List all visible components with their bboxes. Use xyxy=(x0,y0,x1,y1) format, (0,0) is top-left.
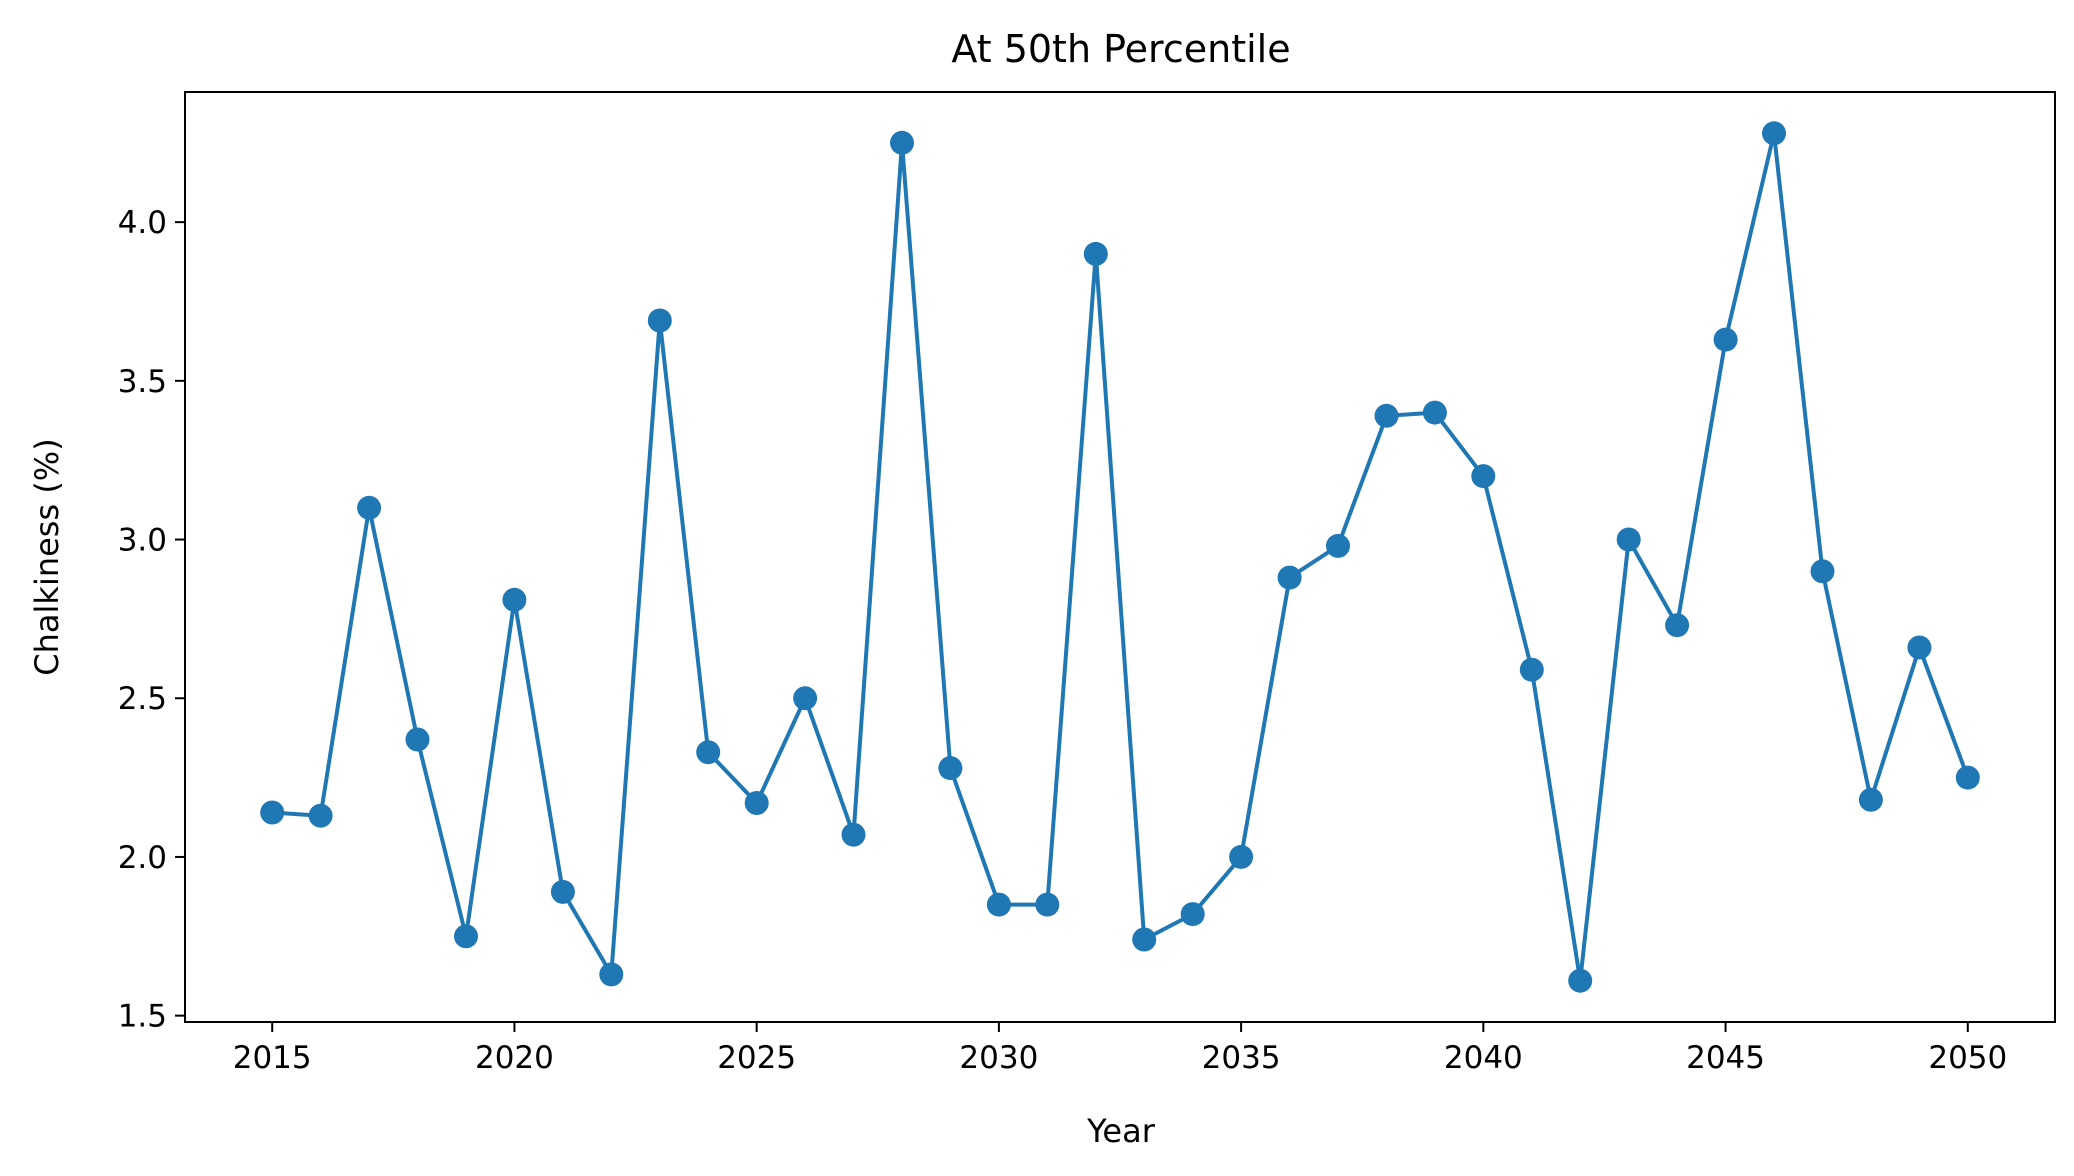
data-point xyxy=(890,130,914,155)
data-point xyxy=(841,822,866,847)
y-tick-label: 4.0 xyxy=(118,205,167,241)
data-point xyxy=(357,495,382,520)
data-point xyxy=(260,800,285,825)
data-point xyxy=(1616,527,1641,552)
data-point xyxy=(1422,400,1447,425)
data-point xyxy=(1810,559,1835,584)
y-tick-label: 1.5 xyxy=(118,999,167,1035)
chart-title: At 50th Percentile xyxy=(951,27,1290,71)
plot-area-frame xyxy=(184,91,2056,1023)
data-point xyxy=(502,587,527,612)
data-point xyxy=(1229,844,1254,869)
data-point xyxy=(1326,533,1350,558)
data-point xyxy=(1955,765,1980,790)
data-point xyxy=(986,892,1011,917)
x-tick-label: 2030 xyxy=(959,1040,1038,1076)
data-point xyxy=(1132,927,1157,952)
data-point xyxy=(1713,327,1738,352)
data-point xyxy=(599,962,624,987)
x-tick-label: 2040 xyxy=(1444,1040,1523,1076)
data-point xyxy=(1083,241,1108,266)
data-point xyxy=(696,740,721,765)
y-axis-ticks: 1.5 2.0 2.5 3.0 3.5 4.0 xyxy=(118,205,185,1035)
data-point xyxy=(938,756,963,781)
x-tick-label: 2035 xyxy=(1202,1040,1281,1076)
data-point xyxy=(647,308,672,333)
data-point xyxy=(1035,892,1060,917)
y-tick-label: 2.0 xyxy=(118,840,167,876)
y-axis-label: Chalkiness (%) xyxy=(28,438,66,675)
data-point xyxy=(1519,657,1544,682)
data-point xyxy=(1665,613,1690,638)
data-point xyxy=(1471,464,1496,489)
data-point xyxy=(454,924,478,949)
x-tick-label: 2050 xyxy=(1928,1040,2007,1076)
data-point xyxy=(1762,121,1786,146)
x-tick-label: 2020 xyxy=(475,1040,554,1076)
data-point xyxy=(1568,968,1593,993)
x-axis-ticks: 2015 2020 2025 2030 2035 2040 2045 2050 xyxy=(233,1022,2007,1076)
data-point xyxy=(308,803,333,828)
x-axis-label: Year xyxy=(1086,1112,1156,1150)
x-tick-label: 2025 xyxy=(717,1040,796,1076)
data-point xyxy=(1180,902,1205,927)
data-point xyxy=(1858,787,1883,812)
data-point xyxy=(1907,635,1932,660)
data-point xyxy=(405,727,430,752)
data-point xyxy=(1277,565,1302,590)
y-tick-label: 3.5 xyxy=(118,364,167,400)
x-tick-label: 2045 xyxy=(1686,1040,1765,1076)
data-point xyxy=(1374,403,1399,428)
y-tick-label: 2.5 xyxy=(118,681,167,717)
data-point xyxy=(793,686,818,711)
data-point xyxy=(550,879,575,904)
series-line xyxy=(272,131,1970,983)
y-tick-label: 3.0 xyxy=(118,523,167,559)
series-layer xyxy=(260,121,1980,993)
data-point xyxy=(744,791,769,815)
x-tick-label: 2015 xyxy=(233,1040,312,1076)
